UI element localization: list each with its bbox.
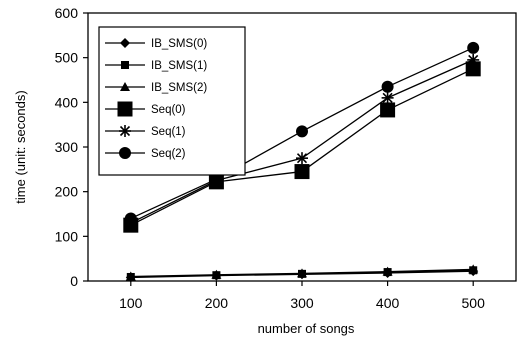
legend-label-1: IB_SMS(0) [151,38,207,50]
legend-marker-2 [121,61,129,69]
data-point-s3-500 [468,264,479,274]
data-point-s3-200 [211,269,222,279]
y-tick-label-200: 200 [55,184,79,200]
x-tick-label-400: 400 [376,295,400,311]
x-axis-title: number of songs [258,321,355,336]
y-tick-label-0: 0 [70,273,78,289]
legend: IB_SMS(0) IB_SMS(1) IB_SMS(2) Seq(0) Seq(1) S… [98,26,246,176]
y-axis-title: time (unit: seconds) [13,90,28,203]
legend-marker-3 [120,82,130,91]
data-point-s3-100 [125,271,136,281]
y-tick-label-300: 300 [55,139,79,155]
legend-label-2: IB_SMS(1) [151,60,207,72]
y-axis: 0 100 200 300 400 500 600 [55,5,88,289]
legend-entry-3: IB_SMS(2) [105,82,207,94]
legend-entry-6: Seq(2) [105,147,186,160]
x-axis: 100 200 300 400 500 [119,281,485,311]
y-tick-label-500: 500 [55,50,79,66]
x-tick-label-200: 200 [205,295,229,311]
legend-marker-1 [120,38,130,48]
data-point-s5-300 [296,152,308,165]
x-tick-label-300: 300 [290,295,314,311]
legend-label-5: Seq(1) [151,126,186,138]
legend-label-3: IB_SMS(2) [151,82,207,94]
legend-marker-6 [119,147,131,159]
data-point-s4-300 [294,164,310,180]
data-point-s6-100 [124,212,137,225]
data-point-s6-400 [381,80,394,93]
legend-entry-2: IB_SMS(1) [105,60,207,72]
data-point-s5-400 [381,91,394,104]
series-3 [125,264,479,281]
legend-label-6: Seq(2) [151,148,186,160]
legend-label-4: Seq(0) [151,104,186,116]
data-point-s3-300 [297,268,307,278]
data-point-s6-500 [467,41,480,54]
data-point-s6-200 [210,173,223,186]
data-point-s4-500 [465,61,481,77]
data-point-s6-300 [296,125,308,138]
legend-entry-4: Seq(0) [105,101,186,117]
series-6 [124,41,480,225]
series-layer [123,41,481,283]
data-point-s5-500 [467,53,480,66]
legend-marker-4 [117,101,133,117]
y-tick-label-400: 400 [55,94,79,110]
data-point-s3-400 [382,266,393,276]
legend-marker-5 [119,125,131,137]
y-tick-label-100: 100 [55,228,79,244]
legend-entry-5: Seq(1) [105,125,186,138]
y-tick-label-600: 600 [55,5,79,21]
x-tick-label-100: 100 [119,295,143,311]
data-point-s4-400 [380,102,396,118]
legend-entry-1: IB_SMS(0) [105,38,207,50]
x-tick-label-500: 500 [462,295,486,311]
